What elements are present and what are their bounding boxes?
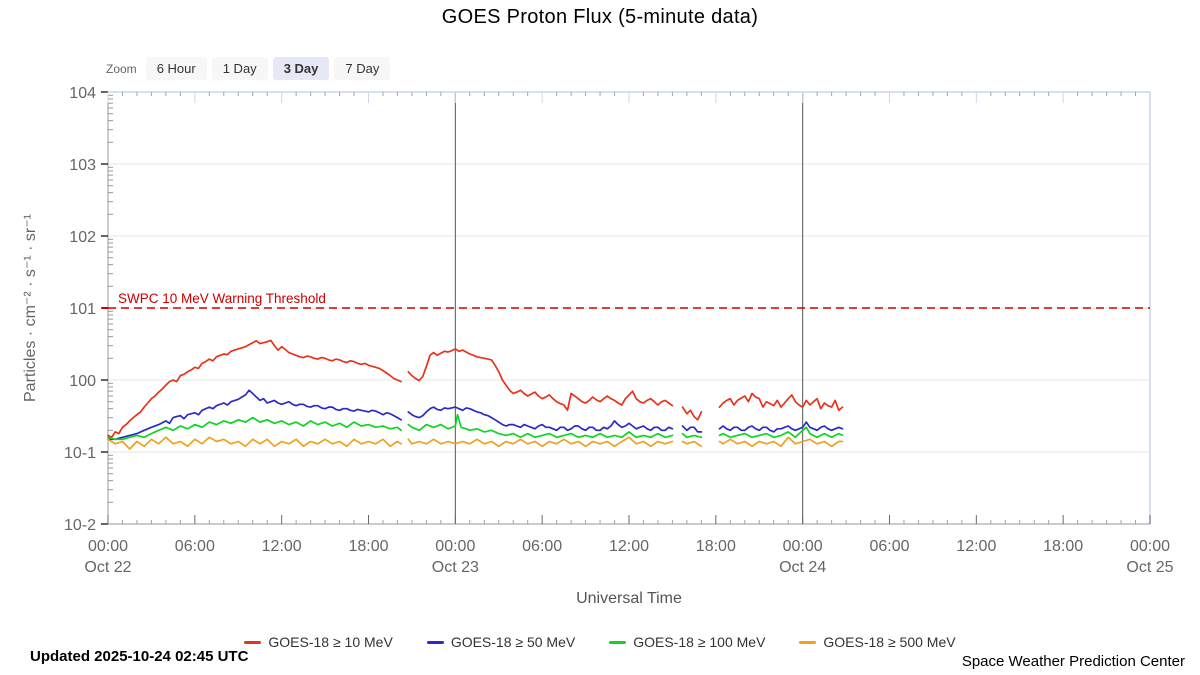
series-line-3 [107,436,844,450]
x-axis-tick-label: 06:00 [175,538,215,555]
x-axis-tick-label: 12:00 [956,538,996,555]
x-axis-tick-label: 12:00 [609,538,649,555]
y-axis-title: Particles · cm⁻² · s⁻¹ · sr⁻¹ [22,214,39,402]
zoom-button-7-day[interactable]: 7 Day [334,57,391,80]
legend-swatch-icon [609,640,627,644]
x-axis-date-label: Oct 23 [432,559,479,576]
chart-legend: GOES-18 ≥ 10 MeV GOES-18 ≥ 50 MeV GOES-18 … [0,634,1200,650]
legend-swatch-icon [244,640,262,644]
x-axis-title: Universal Time [576,590,682,607]
x-axis-tick-label: 00:00 [435,538,475,555]
y-axis-tick-label: 103 [69,157,96,174]
y-axis-tick-label: 10-1 [64,445,96,462]
y-axis-tick-label: 100 [69,373,96,390]
series-line-0 [107,339,844,439]
x-axis-tick-label: 18:00 [348,538,388,555]
series-line-2 [107,413,844,441]
zoom-button-3-day[interactable]: 3 Day [272,57,330,80]
legend-item-3[interactable]: GOES-18 ≥ 500 MeV [799,634,956,650]
series-line-1 [107,389,844,441]
legend-label: GOES-18 ≥ 500 MeV [823,634,956,650]
legend-swatch-icon [426,640,444,644]
zoom-range-selector: Zoom 6 Hour 1 Day 3 Day 7 Day [106,57,391,80]
zoom-buttons: 6 Hour 1 Day 3 Day 7 Day [145,57,391,80]
x-axis-tick-label: 18:00 [696,538,736,555]
y-axis-tick-label: 104 [69,85,96,102]
legend-item-0[interactable]: GOES-18 ≥ 10 MeV [244,634,393,650]
legend-item-1[interactable]: GOES-18 ≥ 50 MeV [426,634,576,650]
x-axis-tick-label: 06:00 [522,538,562,555]
y-axis-tick-label: 10-2 [64,517,96,534]
x-axis-date-label: Oct 22 [84,559,131,576]
x-axis-tick-label: 00:00 [783,538,823,555]
x-axis-tick-label: 00:00 [1130,538,1170,555]
credit-text: Space Weather Prediction Center [961,653,1185,670]
legend-item-2[interactable]: GOES-18 ≥ 100 MeV [609,634,765,650]
x-axis-tick-label: 06:00 [869,538,909,555]
updated-timestamp: Updated 2025-10-24 02:45 UTC [30,648,249,665]
zoom-button-1-day[interactable]: 1 Day [211,57,268,80]
legend-swatch-icon [799,640,817,644]
zoom-button-6-hour[interactable]: 6 Hour [145,57,207,80]
zoom-label: Zoom [106,61,137,76]
x-axis-date-label: Oct 25 [1126,559,1173,576]
x-axis-tick-label: 12:00 [262,538,302,555]
legend-label: GOES-18 ≥ 50 MeV [450,634,576,650]
y-axis-tick-label: 102 [69,229,96,246]
legend-label: GOES-18 ≥ 100 MeV [633,634,766,650]
legend-label: GOES-18 ≥ 10 MeV [268,634,393,650]
page-title: GOES Proton Flux (5-minute data) [441,6,759,28]
threshold-label: SWPC 10 MeV Warning Threshold [118,291,326,306]
x-axis-tick-label: 18:00 [1043,538,1083,555]
x-axis-tick-label: 00:00 [88,538,128,555]
x-axis-date-label: Oct 24 [779,559,826,576]
y-axis-tick-label: 101 [69,301,96,318]
